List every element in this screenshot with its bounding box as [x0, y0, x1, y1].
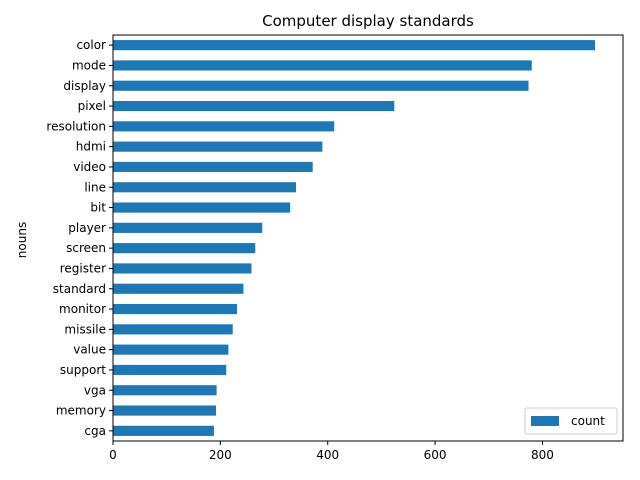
bar-support: [113, 364, 227, 376]
y-tick-label: video: [73, 160, 106, 174]
y-tick-label: color: [76, 38, 106, 52]
bar-line: [113, 182, 297, 193]
plot-frame: [112, 34, 624, 442]
y-tick-label: bit: [90, 201, 106, 215]
x-tick-label: 600: [424, 448, 447, 462]
legend-swatch: [531, 416, 559, 426]
x-tick-label: 200: [209, 448, 232, 462]
x-tick-label: 800: [531, 448, 554, 462]
bar-missile: [113, 324, 233, 335]
bar-display: [113, 80, 529, 91]
bar-pixel: [113, 100, 395, 112]
y-tick-label: standard: [53, 282, 106, 296]
legend-box: [524, 407, 618, 435]
bar-mode: [113, 60, 532, 71]
bar-video: [113, 161, 313, 173]
y-tick-label: line: [84, 180, 106, 194]
y-tick-label: value: [73, 343, 106, 357]
bar-memory: [113, 405, 217, 416]
y-tick-label: screen: [66, 241, 106, 255]
x-tick-label: 400: [316, 448, 339, 462]
bar-vga: [113, 385, 217, 396]
y-tick-label: player: [68, 221, 106, 235]
bar-monitor: [113, 303, 238, 315]
legend-label: count: [571, 414, 605, 428]
legend: count: [524, 407, 618, 435]
bar-value: [113, 344, 229, 355]
y-axis-label: nouns: [15, 222, 29, 258]
y-tick-label: memory: [56, 404, 106, 418]
y-tick-label: mode: [72, 58, 106, 72]
bar-bit: [113, 202, 291, 213]
y-tick-label: pixel: [78, 99, 106, 113]
bars-group: [113, 40, 596, 436]
y-tick-label: hdmi: [76, 140, 106, 154]
y-tick-label: display: [63, 79, 106, 93]
y-tick-label: monitor: [59, 302, 106, 316]
bar-resolution: [113, 121, 335, 132]
y-tick-label: missile: [64, 322, 106, 336]
bar-hdmi: [113, 141, 323, 152]
bar-register: [113, 263, 252, 274]
x-axis-ticks: 0 200 400 600 800: [109, 441, 554, 462]
y-axis-ticks: color mode display pixel resolution hdmi video…: [46, 38, 113, 438]
y-tick-label: register: [60, 261, 106, 275]
bar-color: [113, 40, 596, 51]
bar-screen: [113, 243, 256, 254]
y-tick-label: cga: [84, 424, 106, 438]
y-tick-label: vga: [84, 383, 106, 397]
x-tick-label: 0: [109, 448, 117, 462]
bar-cga: [113, 425, 214, 436]
chart-title: Computer display standards: [262, 12, 474, 30]
bar-player: [113, 222, 263, 233]
y-tick-label: support: [60, 363, 106, 377]
y-tick-label: resolution: [46, 119, 106, 133]
bar-standard: [113, 283, 244, 294]
